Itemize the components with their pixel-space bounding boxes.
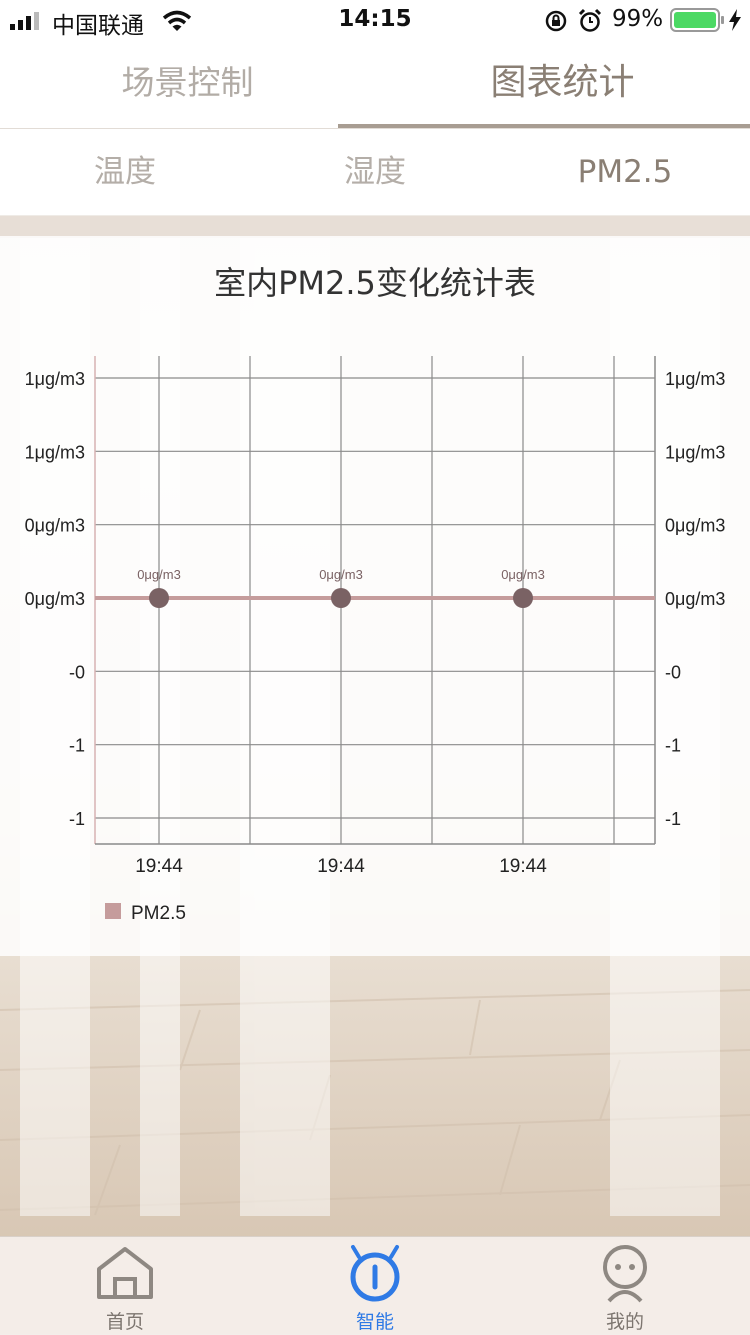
- y-tick-label-left: 0μg/m3: [25, 589, 85, 609]
- nav-home[interactable]: 首页: [0, 1237, 250, 1335]
- alarm-icon: [578, 8, 602, 32]
- tab-chart-statistics[interactable]: 图表统计: [490, 62, 635, 103]
- x-tick-label: 19:44: [499, 856, 547, 877]
- signal-icon: [10, 12, 39, 30]
- home-icon: [97, 1247, 153, 1299]
- nav-profile-label: 我的: [605, 1311, 644, 1333]
- battery-percentage: 99%: [612, 6, 664, 32]
- profile-icon: [603, 1245, 647, 1303]
- clock-time: 14:15: [338, 6, 412, 32]
- y-tick-label-left: -0: [69, 662, 85, 682]
- sub-tab-bar: 温度 湿度 PM2.5: [0, 129, 750, 215]
- y-tick-label-right: 0μg/m3: [665, 589, 725, 609]
- nav-smart-label: 智能: [355, 1311, 394, 1333]
- y-tick-label-right: -1: [665, 736, 681, 756]
- subtab-temperature[interactable]: 温度: [94, 154, 156, 190]
- legend-label-pm25: PM2.5: [131, 903, 186, 924]
- status-bar: 中国联通 14:15 99%: [0, 0, 750, 40]
- y-tick-label-right: -1: [665, 809, 681, 829]
- x-tick-label: 19:44: [317, 856, 365, 877]
- data-point: [513, 588, 533, 608]
- battery-icon: [670, 8, 724, 32]
- smart-robot-icon: [350, 1245, 400, 1302]
- active-tab-indicator: [338, 124, 750, 128]
- y-tick-label-left: -1: [69, 809, 85, 829]
- wifi-icon: [162, 10, 192, 31]
- nav-smart[interactable]: 智能: [250, 1237, 500, 1335]
- y-tick-label-right: 0μg/m3: [665, 516, 725, 536]
- legend-swatch-pm25: [105, 903, 121, 919]
- nav-profile[interactable]: 我的: [500, 1237, 750, 1335]
- y-tick-label-right: 1μg/m3: [665, 369, 725, 389]
- y-tick-label-left: 0μg/m3: [25, 516, 85, 536]
- data-point: [331, 588, 351, 608]
- subtab-humidity[interactable]: 湿度: [344, 154, 406, 190]
- orientation-lock-icon: [545, 10, 567, 32]
- y-tick-label-right: 1μg/m3: [665, 442, 725, 462]
- y-tick-label-left: -1: [69, 736, 85, 756]
- nav-home-label: 首页: [105, 1311, 144, 1333]
- tab-scene-control[interactable]: 场景控制: [121, 63, 254, 102]
- data-point-label: 0μg/m3: [137, 567, 181, 582]
- charging-bolt-icon: [729, 9, 741, 31]
- y-tick-label-left: 1μg/m3: [25, 369, 85, 389]
- top-tab-bar: 场景控制 图表统计: [0, 40, 750, 129]
- carrier-name: 中国联通: [52, 13, 144, 39]
- bottom-nav-bar: 首页 智能 我的: [0, 1236, 750, 1335]
- pm25-line-chart: 1μg/m3 1μg/m3 1μg/m3 1μg/m3 0μg/m3 0μg/m3 0μg/…: [25, 356, 725, 924]
- data-point-label: 0μg/m3: [319, 567, 363, 582]
- chart-panel: 室内PM2.5变化统计表 1μg/m3 1μg/m3 1μg/m3 1μg/m3 0μg…: [0, 236, 750, 956]
- data-point-label: 0μg/m3: [501, 567, 545, 582]
- y-tick-label-left: 1μg/m3: [25, 442, 85, 462]
- chart-title: 室内PM2.5变化统计表: [214, 264, 536, 302]
- subtab-pm25[interactable]: PM2.5: [577, 154, 673, 190]
- x-tick-label: 19:44: [135, 856, 183, 877]
- y-tick-label-right: -0: [665, 662, 681, 682]
- data-point: [149, 588, 169, 608]
